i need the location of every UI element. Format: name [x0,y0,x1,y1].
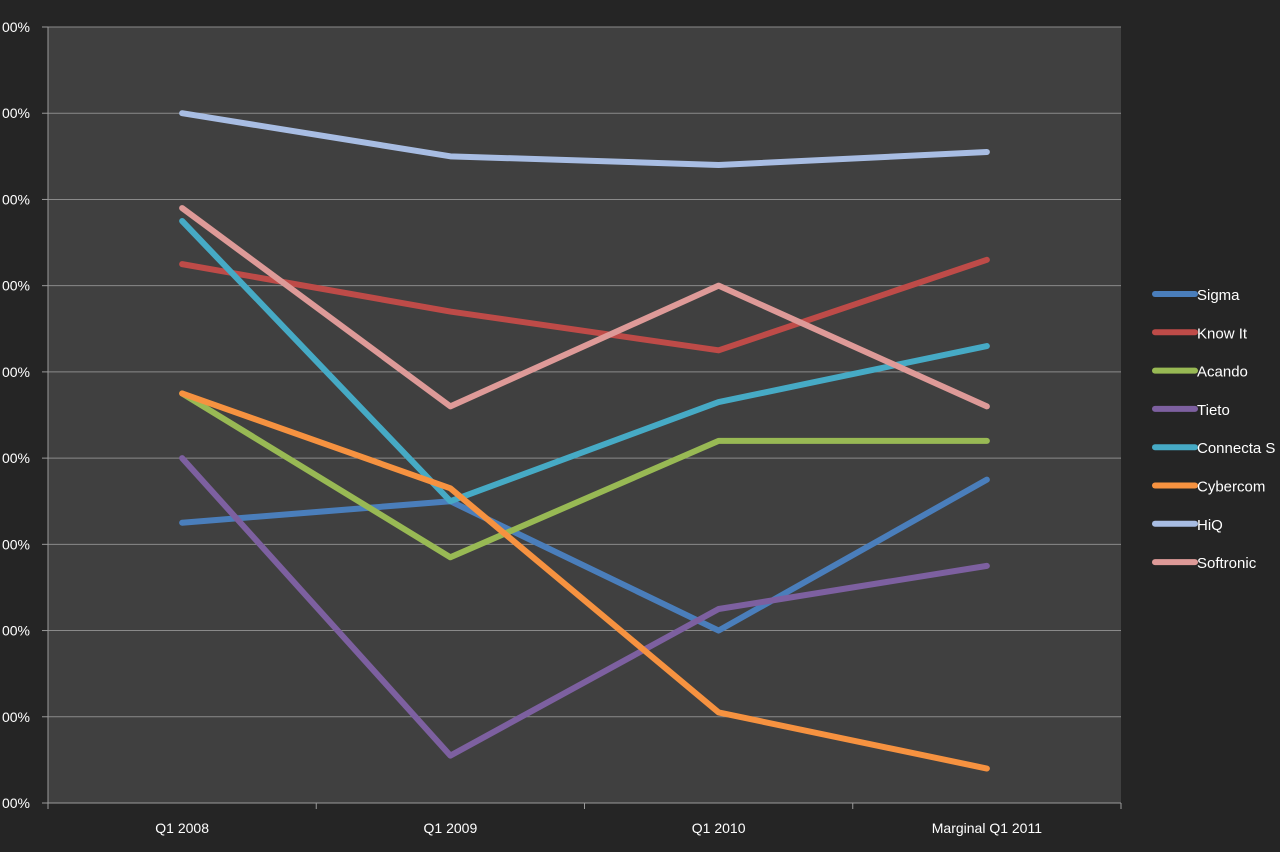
legend-item: HiQ [1152,517,1223,534]
y-tick-label: 00% [2,536,30,552]
y-tick-label: 00% [2,795,30,811]
legend-label: Tieto [1197,402,1230,419]
legend: Sigma Know It Acando Tieto Connecta S Cyberco… [1152,287,1275,572]
x-tick-label: Q1 2009 [424,820,478,836]
y-tick-label: 00% [2,278,30,294]
legend-label: Know It [1197,325,1248,342]
legend-label: Acando [1197,364,1248,381]
x-tick-label: Q1 2008 [155,820,209,836]
series-lines [179,110,990,772]
series-line-softronic [179,205,990,410]
legend-item: Sigma [1152,287,1240,304]
series-line-hiq [179,110,990,168]
legend-item: Cybercom [1152,479,1265,496]
y-tick-label: 00% [2,364,30,380]
x-axis-tick-labels: Q1 2008 Q1 2009 Q1 2010 Marginal Q1 2011 [155,820,1042,836]
x-tick-label: Marginal Q1 2011 [932,820,1042,836]
legend-item: Connecta S [1152,440,1275,457]
series-line-tieto [179,455,990,759]
gridlines [48,26,1121,718]
series-line-know-it [179,256,990,354]
y-axis-tick-labels: 00% 00% 00% 00% 00% 00% 00% 00% 00% 00% [2,19,30,811]
legend-item: Know It [1152,325,1248,342]
series-line-cybercom [179,390,990,772]
y-tick-label: 00% [2,450,30,466]
legend-label: Cybercom [1197,479,1265,496]
series-line-acando [179,390,990,561]
series-line-connecta-s [179,218,990,505]
legend-label: Softronic [1197,555,1257,572]
legend-label: Sigma [1197,287,1240,304]
legend-item: Softronic [1152,555,1257,572]
legend-item: Tieto [1152,402,1230,419]
y-tick-label: 00% [2,709,30,725]
legend-label: Connecta S [1197,440,1275,457]
y-tick-label: 00% [2,191,30,207]
legend-label: HiQ [1197,517,1223,534]
legend-item: Acando [1152,364,1248,381]
y-tick-label: 00% [2,19,30,35]
y-tick-label: 00% [2,623,30,639]
x-tick-label: Q1 2010 [692,820,746,836]
axes [42,26,1122,809]
series-line-sigma [179,476,990,634]
y-tick-label: 00% [2,105,30,121]
